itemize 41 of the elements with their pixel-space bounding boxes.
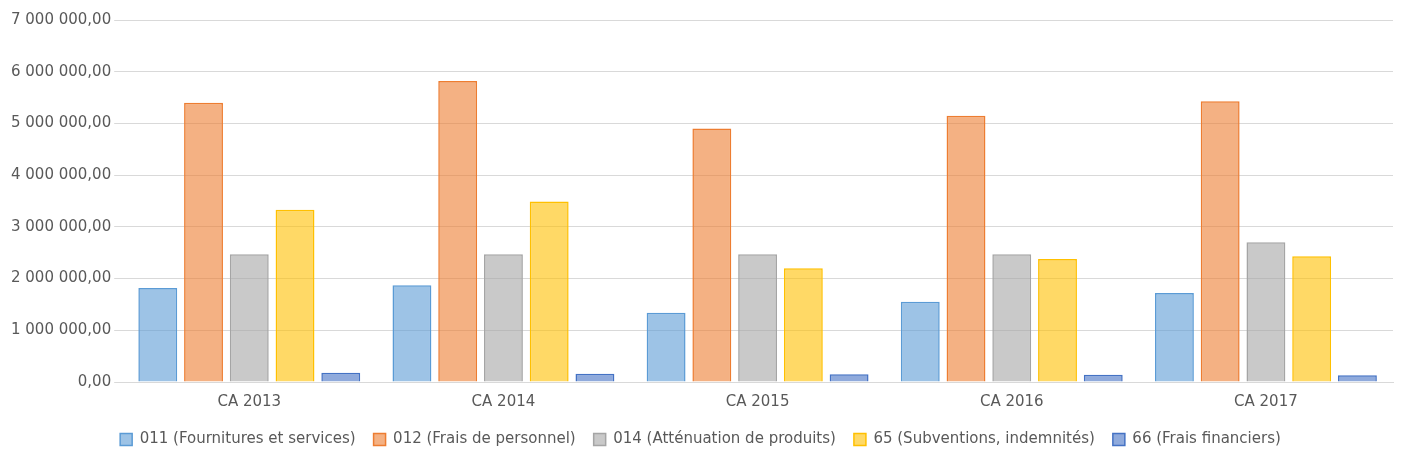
y-tick-label: 7 000 000,00 xyxy=(10,9,112,28)
bar xyxy=(229,254,269,382)
y-tick-label: 3 000 000,00 xyxy=(10,216,112,235)
bar xyxy=(392,285,432,382)
bar xyxy=(783,268,823,382)
bar xyxy=(321,372,361,382)
bar xyxy=(1246,242,1286,382)
legend-label: 014 (Atténuation de produits) xyxy=(613,429,836,448)
bar xyxy=(483,254,523,382)
y-tick-label: 4 000 000,00 xyxy=(10,165,112,184)
x-tick-label: CA 2017 xyxy=(1234,391,1298,410)
bar xyxy=(738,254,778,382)
bar xyxy=(575,373,615,382)
bar xyxy=(1038,258,1077,382)
bar xyxy=(1083,374,1123,382)
y-tick-label: 0,00 xyxy=(77,371,112,390)
bar xyxy=(692,128,732,382)
legend-label: 66 (Frais financiers) xyxy=(1132,429,1281,448)
bar xyxy=(1200,101,1240,382)
x-tick-label: CA 2015 xyxy=(725,391,790,410)
legend-label: 65 (Subventions, indemnités) xyxy=(873,429,1095,448)
y-tick-label: 6 000 000,00 xyxy=(10,61,112,80)
bar xyxy=(184,102,223,382)
bar xyxy=(992,254,1032,382)
bar xyxy=(138,287,178,382)
legend-label: 011 (Fournitures et services) xyxy=(139,429,356,448)
bar xyxy=(1154,293,1194,382)
x-tick-label: CA 2013 xyxy=(217,391,282,410)
bar xyxy=(900,301,940,382)
bar xyxy=(275,209,315,382)
bar xyxy=(946,115,986,382)
bar xyxy=(646,312,686,382)
bar xyxy=(529,201,569,382)
y-tick-label: 5 000 000,00 xyxy=(10,113,112,132)
x-tick-label: CA 2016 xyxy=(979,391,1044,410)
legend-label: 012 (Frais de personnel) xyxy=(393,429,576,448)
y-tick-label: 1 000 000,00 xyxy=(10,320,112,339)
y-tick-label: 2 000 000,00 xyxy=(10,268,112,287)
x-tick-label: CA 2014 xyxy=(471,391,536,410)
bar xyxy=(438,81,478,382)
bar xyxy=(1292,256,1332,382)
